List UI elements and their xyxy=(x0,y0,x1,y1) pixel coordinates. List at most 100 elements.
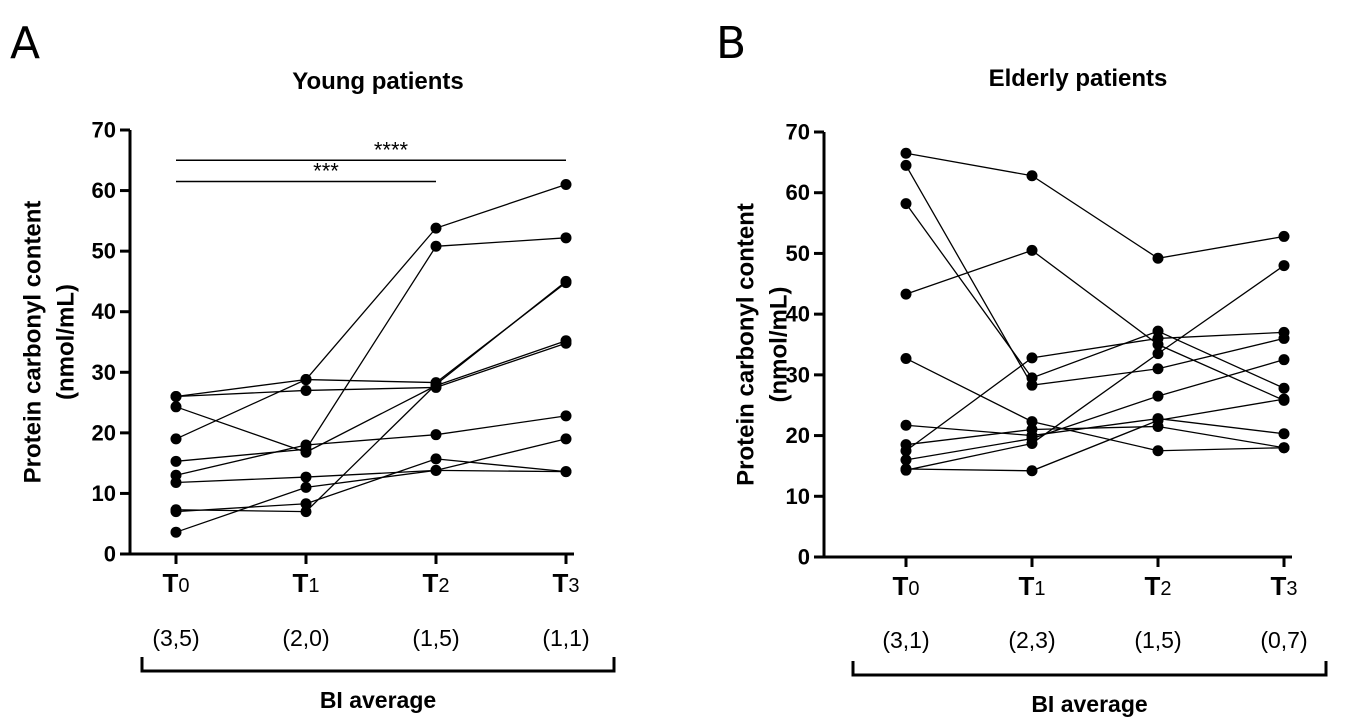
x-tick-label: T3 xyxy=(552,568,579,598)
data-point xyxy=(1026,372,1038,384)
data-point xyxy=(1152,332,1164,344)
series-line xyxy=(905,165,1285,386)
data-point xyxy=(560,232,572,244)
x-tick-main: T xyxy=(292,568,308,598)
bi-value: (1,5) xyxy=(412,625,459,651)
x-tick-label: T0 xyxy=(892,571,919,601)
x-tick-sub: 2 xyxy=(438,575,449,597)
data-point xyxy=(900,454,912,466)
data-point xyxy=(1278,230,1290,242)
x-tick-sub: 2 xyxy=(1160,578,1171,600)
data-point xyxy=(430,222,442,234)
y-tick-label: 0 xyxy=(798,545,810,570)
data-point xyxy=(1278,326,1290,338)
x-tick-sub: 3 xyxy=(1286,578,1297,600)
y-tick-label: 70 xyxy=(92,118,116,143)
x-tick-sub: 0 xyxy=(908,578,919,600)
bi-value: (3,1) xyxy=(882,627,929,653)
series-line xyxy=(905,357,1285,452)
data-point xyxy=(1026,424,1038,435)
x-tick-sub: 1 xyxy=(1034,578,1045,600)
data-point xyxy=(900,288,912,300)
x-tick-label: T0 xyxy=(162,568,189,598)
series-line xyxy=(175,438,567,533)
data-point xyxy=(1152,445,1164,457)
data-point xyxy=(1278,393,1290,405)
data-point xyxy=(1278,382,1290,394)
bi-value: (2,3) xyxy=(1008,627,1055,653)
data-point xyxy=(560,275,572,287)
data-point xyxy=(560,337,572,349)
y-axis-label-line1: Protein carbonyl content xyxy=(20,201,47,484)
series-line xyxy=(905,398,1285,472)
data-point xyxy=(300,481,312,493)
data-point xyxy=(300,498,312,510)
bi-value: (1,1) xyxy=(542,625,589,651)
data-point xyxy=(170,506,182,518)
series-line xyxy=(175,340,567,453)
y-tick-label: 30 xyxy=(92,360,116,385)
y-tick-label: 60 xyxy=(92,178,116,203)
x-tick-main: T xyxy=(892,571,908,601)
y-tick-label: 40 xyxy=(92,299,116,324)
series-line xyxy=(905,249,1285,401)
data-point xyxy=(560,433,572,445)
series-line xyxy=(175,183,567,440)
data-point xyxy=(300,384,312,396)
x-tick-sub: 1 xyxy=(308,575,319,597)
x-tick-label: T2 xyxy=(1144,571,1171,601)
series-line xyxy=(175,415,567,476)
y-tick-label: 40 xyxy=(786,302,810,327)
y-tick-label: 20 xyxy=(786,423,810,448)
x-tick-main: T xyxy=(552,568,568,598)
data-point xyxy=(1152,363,1164,375)
data-point xyxy=(1278,442,1290,454)
series-line xyxy=(905,265,1285,471)
data-point xyxy=(900,463,912,475)
bi-value: (3,5) xyxy=(152,625,199,651)
data-point xyxy=(1152,414,1164,426)
data-point xyxy=(430,381,442,393)
data-point xyxy=(1278,260,1290,272)
x-tick-main: T xyxy=(1270,571,1286,601)
series-line xyxy=(175,342,567,398)
series-line xyxy=(905,331,1285,452)
data-point xyxy=(1152,252,1164,264)
data-point xyxy=(300,374,312,386)
data-point xyxy=(900,445,912,457)
bi-bracket-label: BI average xyxy=(320,687,436,713)
bi-value: (1,5) xyxy=(1134,627,1181,653)
y-axis-label-line1: Protein carbonyl content xyxy=(733,203,760,486)
panel-b: B Elderly patients Protein carbonyl conten… xyxy=(716,18,1328,717)
series-line xyxy=(175,237,567,462)
significance-label: *** xyxy=(313,158,339,183)
y-tick-label: 10 xyxy=(92,481,116,506)
y-tick-label: 10 xyxy=(786,484,810,509)
data-point xyxy=(1152,390,1164,402)
x-tick-main: T xyxy=(162,568,178,598)
x-tick-sub: 3 xyxy=(568,575,579,597)
series-line xyxy=(905,425,1285,449)
data-point xyxy=(1026,416,1038,428)
data-point xyxy=(1026,437,1038,449)
data-point xyxy=(1026,244,1038,256)
data-point xyxy=(430,464,442,476)
data-point xyxy=(560,466,572,478)
data-point xyxy=(900,147,912,159)
data-point xyxy=(1026,465,1038,477)
x-tick-main: T xyxy=(1144,571,1160,601)
series-line xyxy=(175,469,567,484)
panel-label: A xyxy=(10,18,40,69)
data-point xyxy=(170,455,182,467)
bi-value: (0,7) xyxy=(1260,627,1307,653)
data-point xyxy=(1026,170,1038,182)
y-tick-label: 70 xyxy=(786,120,810,145)
y-tick-label: 30 xyxy=(786,362,810,387)
bi-bracket-label: BI average xyxy=(1031,691,1147,717)
data-point xyxy=(300,471,312,483)
x-tick-main: T xyxy=(422,568,438,598)
bi-value: (2,0) xyxy=(282,625,329,651)
data-point xyxy=(430,453,442,465)
bi-bracket xyxy=(140,657,616,673)
